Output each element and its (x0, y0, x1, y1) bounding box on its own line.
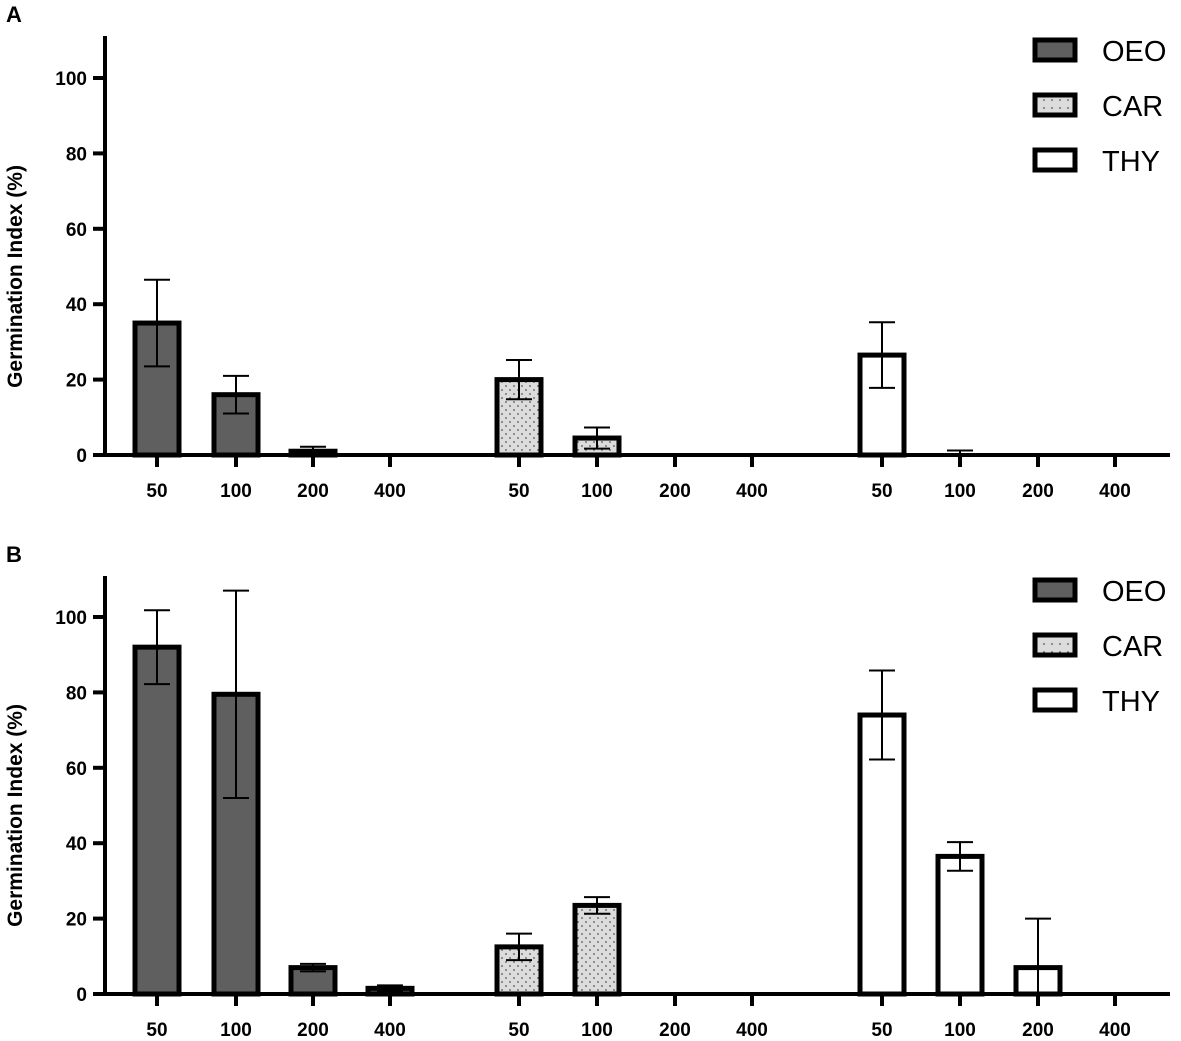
x-tick-label: 400 (1099, 481, 1131, 502)
x-tick-label: 100 (944, 481, 976, 502)
legend-label-car: CAR (1102, 631, 1163, 663)
x-tick-label: 200 (659, 481, 691, 502)
bar-car-100 (572, 902, 622, 997)
panel-letter: B (6, 542, 22, 567)
panel-letter: A (6, 2, 22, 27)
legend-label-oeo: OEO (1102, 36, 1166, 68)
x-tick-label: 100 (581, 1020, 613, 1041)
x-tick-label: 100 (220, 481, 252, 502)
y-tick-label: 80 (66, 683, 87, 704)
x-tick-label: 100 (581, 481, 613, 502)
legend-swatch-car (1032, 632, 1078, 658)
legend-label-car: CAR (1102, 91, 1163, 123)
panel-a: A Germination Index (%) 0 20 40 60 80 100 50 100 2… (4, 2, 1170, 502)
x-tick-label: 50 (871, 1020, 892, 1041)
x-tick-label: 50 (871, 481, 892, 502)
x-tick-label: 200 (659, 1020, 691, 1041)
x-tick-label: 400 (736, 1020, 768, 1041)
legend-swatch-car (1032, 92, 1078, 118)
y-tick-label: 20 (66, 910, 87, 931)
bar-oeo-50 (132, 644, 182, 997)
x-tick-label: 50 (146, 481, 167, 502)
y-tick-label: 100 (55, 69, 87, 90)
x-tick-label: 50 (146, 1020, 167, 1041)
y-axis-title: Germination Index (%) (4, 165, 27, 388)
y-tick-label: 40 (66, 834, 87, 855)
x-tick-label: 200 (1022, 1020, 1054, 1041)
y-tick-label: 0 (76, 446, 87, 467)
x-tick-label: 200 (1022, 481, 1054, 502)
x-tick-label: 200 (297, 1020, 329, 1041)
x-tick-label: 400 (1099, 1020, 1131, 1041)
x-tick-label: 400 (374, 1020, 406, 1041)
y-tick-label: 60 (66, 759, 87, 780)
y-tick-label: 100 (55, 608, 87, 629)
panel-b: B Germination Index (%) 0 20 40 60 80 100 50 100 2… (4, 542, 1170, 1041)
y-tick-label: 80 (66, 144, 87, 165)
y-tick-label: 40 (66, 295, 87, 316)
x-tick-label: 50 (508, 1020, 529, 1041)
x-tick-label: 400 (736, 481, 768, 502)
x-tick-label: 100 (220, 1020, 252, 1041)
x-tick-label: 50 (508, 481, 529, 502)
x-tick-label: 100 (944, 1020, 976, 1041)
y-tick-label: 20 (66, 371, 87, 392)
legend-swatch-thy (1032, 147, 1078, 173)
y-tick-label: 0 (76, 985, 87, 1006)
legend-swatch-thy (1032, 687, 1078, 713)
x-tick-label: 200 (297, 481, 329, 502)
y-axis-title: Germination Index (%) (4, 704, 27, 927)
x-tick-label: 400 (374, 481, 406, 502)
legend-swatch-oeo (1032, 37, 1078, 63)
legend-swatch-oeo (1032, 577, 1078, 603)
bar-thy-100 (935, 853, 985, 997)
legend-label-thy: THY (1102, 686, 1160, 718)
legend-label-oeo: OEO (1102, 576, 1166, 608)
legend-label-thy: THY (1102, 146, 1160, 178)
y-tick-label: 60 (66, 220, 87, 241)
